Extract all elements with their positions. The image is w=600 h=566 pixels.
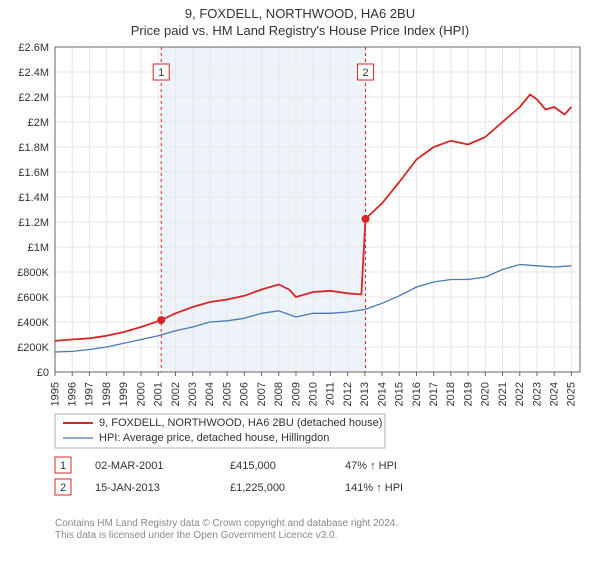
page-subtitle: Price paid vs. HM Land Registry's House … (0, 23, 600, 38)
sale-marker (362, 215, 370, 223)
x-tick-label: 1997 (84, 382, 96, 406)
sale-price: £415,000 (230, 460, 276, 472)
y-tick-label: £2.2M (18, 92, 49, 104)
callout-label: 1 (158, 67, 164, 79)
sale-pct: 141% ↑ HPI (345, 482, 403, 494)
x-tick-label: 2017 (428, 382, 440, 406)
legend-label: 9, FOXDELL, NORTHWOOD, HA6 2BU (detached… (99, 417, 382, 429)
x-tick-label: 2018 (445, 382, 457, 406)
sale-marker-label: 2 (60, 482, 66, 494)
footer-line-2: This data is licensed under the Open Gov… (55, 530, 337, 541)
y-tick-label: £600K (17, 292, 49, 304)
x-tick-label: 2010 (307, 382, 319, 406)
y-tick-label: £0 (37, 367, 49, 379)
x-tick-label: 2016 (411, 382, 423, 406)
x-tick-label: 2003 (187, 382, 199, 406)
y-tick-label: £1.2M (18, 217, 49, 229)
chart-container: £0 £200K £400K £600K £800K £1M £1.2M £1.4M £1.6M… (0, 42, 600, 557)
x-tick-label: 2025 (566, 382, 578, 406)
footer-line-1: Contains HM Land Registry data © Crown c… (55, 518, 398, 529)
sale-price: £1,225,000 (230, 482, 285, 494)
legend-label: HPI: Average price, detached house, Hill… (99, 432, 329, 444)
x-tick-label: 2004 (204, 382, 216, 406)
y-tick-label: £2.6M (18, 42, 49, 54)
x-tick-label: 1998 (101, 382, 113, 406)
y-tick-label: £1.4M (18, 192, 49, 204)
y-tick-label: £2.4M (18, 67, 49, 79)
x-tick-label: 2008 (273, 382, 285, 406)
x-tick-label: 2006 (239, 382, 251, 406)
y-tick-label: £400K (17, 317, 49, 329)
sale-marker-label: 1 (60, 460, 66, 472)
sale-pct: 47% ↑ HPI (345, 460, 397, 472)
sale-date: 02-MAR-2001 (95, 460, 163, 472)
callout-label: 2 (362, 67, 368, 79)
y-tick-label: £1.6M (18, 167, 49, 179)
x-tick-label: 2005 (221, 382, 233, 406)
x-tick-label: 2013 (359, 382, 371, 406)
y-tick-label: £800K (17, 267, 49, 279)
x-tick-label: 2012 (342, 382, 354, 406)
x-tick-label: 2023 (531, 382, 543, 406)
x-tick-label: 2001 (153, 382, 165, 406)
x-tick-label: 2021 (497, 382, 509, 406)
x-tick-label: 2024 (548, 382, 560, 406)
shade-band (161, 47, 365, 372)
sale-marker (157, 316, 165, 324)
x-tick-label: 2011 (325, 382, 337, 406)
x-tick-label: 1999 (118, 382, 130, 406)
x-tick-label: 2002 (170, 382, 182, 406)
x-tick-label: 2009 (290, 382, 302, 406)
y-tick-label: £2M (28, 117, 49, 129)
y-tick-label: £1.8M (18, 142, 49, 154)
x-tick-label: 2000 (135, 382, 147, 406)
sale-date: 15-JAN-2013 (95, 482, 160, 494)
y-tick-label: £200K (17, 342, 49, 354)
x-tick-label: 2022 (514, 382, 526, 406)
x-tick-label: 2019 (462, 382, 474, 406)
x-tick-label: 2014 (376, 382, 388, 406)
page-title: 9, FOXDELL, NORTHWOOD, HA6 2BU (0, 6, 600, 21)
x-tick-label: 1996 (67, 382, 79, 406)
x-tick-label: 2007 (256, 382, 268, 406)
y-tick-label: £1M (28, 242, 49, 254)
x-tick-label: 1995 (49, 382, 61, 406)
x-tick-label: 2015 (394, 382, 406, 406)
chart-svg: £0 £200K £400K £600K £800K £1M £1.2M £1.4M £1.6M… (0, 42, 600, 557)
x-tick-label: 2020 (480, 382, 492, 406)
